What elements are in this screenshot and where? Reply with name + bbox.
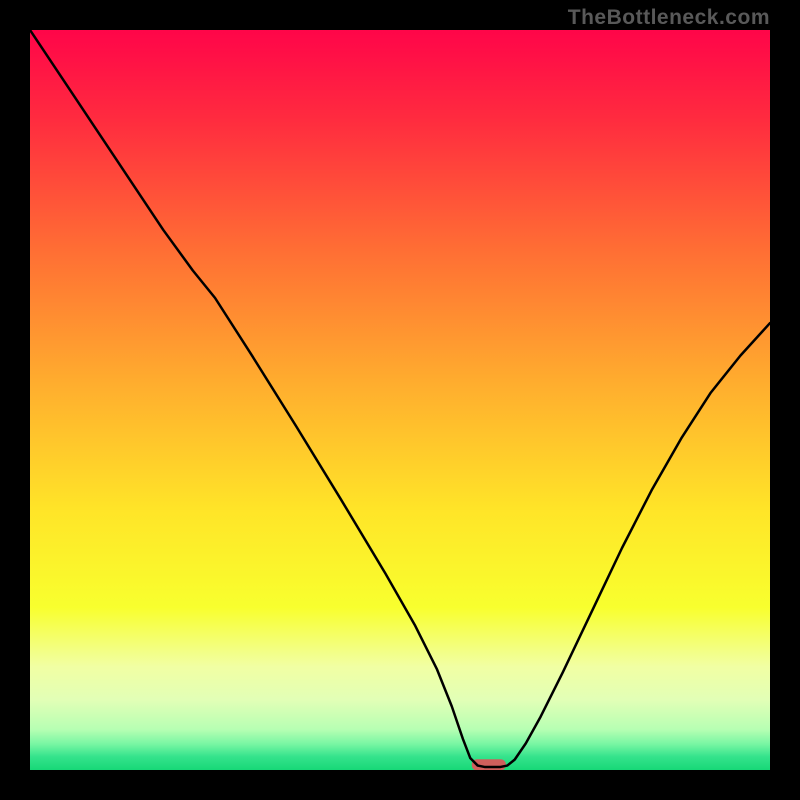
chart-frame: TheBottleneck.com (0, 0, 800, 800)
plot-svg (30, 30, 770, 770)
watermark-text: TheBottleneck.com (568, 6, 770, 30)
gradient-background (30, 30, 770, 770)
plot-area (30, 30, 770, 770)
